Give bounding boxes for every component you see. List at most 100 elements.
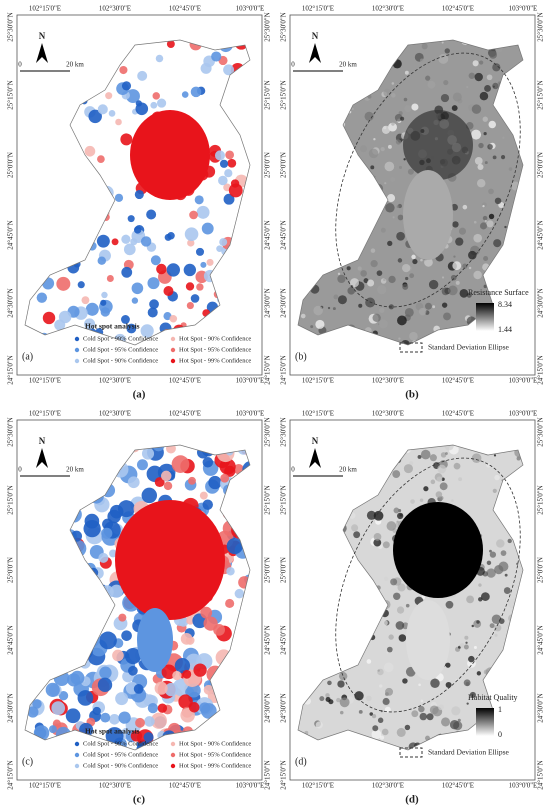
raster-cell [465,681,470,686]
raster-cell [451,706,461,716]
raster-cell [486,74,493,81]
raster-cell [449,720,460,730]
raster-cell [351,108,354,111]
latitude-label: 24°15'0"N [264,355,272,384]
latitude-label: 25°0'0"N [280,152,288,178]
raster-cell [455,454,466,465]
hotspot-cell [150,712,167,729]
latitude-label: 24°30'0"N [7,693,15,722]
hotspot-cell [133,684,144,694]
panel-label: (b) [295,351,307,362]
legend-item: Cold Spot - 90% Confidence [83,357,158,364]
raster-cell [420,258,423,262]
longitude-label: 103°0'0"E [509,377,538,385]
raster-cell [466,595,475,604]
boundary [297,444,524,751]
raster-cell [489,623,495,629]
raster-cell [421,43,428,50]
scale-end: 20 km [66,61,84,69]
latitude-label: 25°30'0"N [537,417,545,446]
hotspot-cell [202,457,214,468]
hotspot-cell [105,92,113,100]
hotspot-cell [131,282,144,295]
legend-max: 8.34 [498,300,512,309]
hotspot-cell [155,54,164,63]
raster-cell [382,541,390,549]
legend-swatch [170,763,176,769]
raster-cell [391,82,395,85]
hotspot-cell [131,297,139,304]
raster-cell [430,678,440,688]
raster-cell [462,204,468,210]
raster-cell [346,266,351,271]
legend-max: 1 [498,705,502,714]
hotspot-core [130,110,210,200]
raster-cell [471,104,482,114]
raster-cell [432,305,436,309]
hotspot-cell [119,65,128,75]
raster-cell [366,510,377,520]
hotspot-cell [101,291,108,299]
raster-cell [476,671,482,676]
raster-cell [363,278,369,284]
raster-cell [376,270,383,276]
legend-title: Hot spot analysis [85,322,140,331]
raster-cell [411,710,419,718]
hotspot-cell [223,64,235,76]
hotspot-cell [200,606,213,619]
raster-cell [327,680,332,686]
longitude-label: 102°45'0"E [169,782,201,790]
latitude-label: 25°0'0"N [537,557,545,583]
raster-cell [409,273,415,279]
hotspot-cell [121,266,133,278]
hotspot-cell [96,234,110,248]
raster-cell [402,283,409,290]
raster-cell [453,255,456,258]
hotspot-cell [100,299,107,306]
raster-cell [373,533,382,541]
raster-cell [452,261,462,271]
hotspot-cell [108,110,116,117]
raster-cell [469,691,476,698]
raster-cell [491,614,502,625]
hotspot-cell [126,323,137,334]
raster-cell [493,239,502,248]
raster-cell [468,72,475,79]
raster-cell [328,699,334,705]
hotspot-cell [147,307,158,318]
scale-end: 20 km [339,466,357,474]
longitude-label: 102°45'0"E [442,5,474,13]
hotspot-cell [70,670,85,685]
raster-cell [492,488,497,494]
raster-cell [482,116,488,122]
raster-cell [397,258,403,263]
longitude-label: 102°15'0"E [29,5,61,13]
map-area [298,40,523,345]
latitude-label: 24°45'0"N [280,625,288,654]
caption: (c) [133,794,146,806]
hotspot-cell [137,70,148,81]
raster-cell [386,194,396,203]
raster-cell [338,671,348,681]
raster-cell [396,606,405,614]
raster-cell [478,583,482,587]
urban-dark [393,502,483,598]
latitude-label: 25°0'0"N [264,557,272,583]
raster-cell [482,205,485,208]
raster-cell [372,725,379,732]
raster-cell [385,687,394,696]
raster-cell [479,60,484,65]
raster-cell [464,635,469,640]
hotspot-cell [84,145,96,157]
latitude-label: 24°45'0"N [7,625,15,654]
hotspot-cell [114,193,124,202]
longitude-label: 103°0'0"E [236,377,265,385]
caption: (b) [405,389,419,401]
hotspot-cell [174,657,191,674]
raster-cell [455,237,464,246]
legend-ellipse: Standard Deviation Ellipse [428,343,509,352]
hotspot-cell [92,706,101,716]
raster-cell [387,144,392,149]
raster-cell [486,560,492,566]
raster-cell [420,449,431,460]
